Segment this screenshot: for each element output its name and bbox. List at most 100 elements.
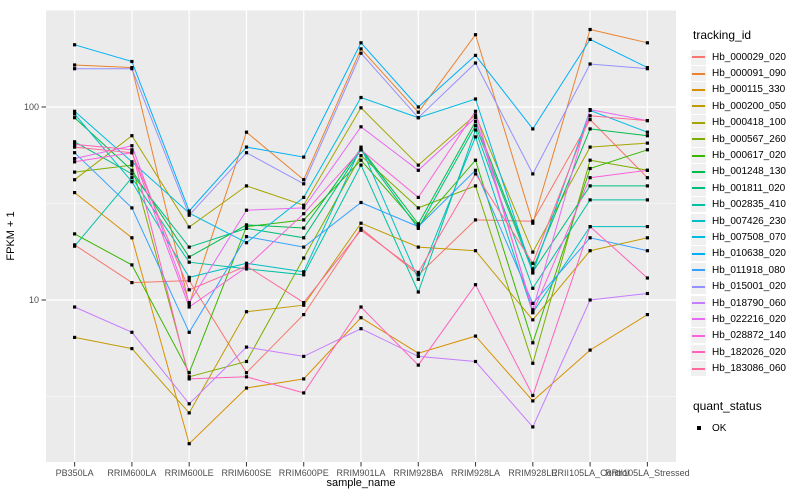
data-point: [130, 236, 134, 240]
data-point: [416, 168, 420, 172]
data-point: [73, 112, 77, 116]
data-point: [302, 206, 306, 210]
data-point: [130, 67, 134, 71]
data-point: [359, 226, 363, 230]
data-point: [244, 267, 249, 271]
data-point: [187, 402, 191, 406]
data-point: [416, 351, 420, 355]
data-point: [187, 377, 191, 381]
data-point: [473, 33, 478, 37]
data-point: [187, 245, 191, 249]
data-point: [73, 178, 77, 182]
legend-item-quant: OK: [691, 420, 799, 436]
legend-key: [691, 197, 706, 213]
data-point: [130, 330, 134, 334]
data-point: [416, 206, 420, 210]
data-point: [130, 59, 134, 64]
data-point: [531, 301, 535, 305]
data-point: [416, 245, 420, 249]
data-point: [302, 203, 306, 207]
legend-key: [691, 148, 706, 164]
legend-key: [691, 66, 706, 82]
data-point: [244, 345, 249, 349]
legend-swatch-line: [692, 302, 705, 305]
data-point: [645, 41, 649, 45]
data-point: [244, 130, 249, 134]
legend-item: Hb_001811_020: [691, 180, 799, 196]
data-point: [187, 375, 191, 379]
y-tick-label: 100: [24, 102, 39, 112]
data-point: [359, 145, 363, 149]
data-point: [244, 264, 249, 268]
data-point: [645, 168, 649, 172]
data-point: [645, 148, 649, 152]
data-point: [302, 182, 306, 186]
data-point: [588, 176, 592, 180]
data-point: [130, 168, 134, 172]
data-point: [302, 313, 306, 317]
legend-swatch-line: [692, 138, 705, 141]
legend-item-label: Hb_000115_330: [712, 84, 786, 96]
data-point: [473, 283, 478, 287]
legend-title: tracking_id: [693, 28, 752, 42]
legend-item-label: Hb_000091_090: [712, 68, 786, 80]
legend-key: [691, 98, 706, 114]
legend-key: [691, 82, 706, 98]
legend-key: [691, 328, 706, 344]
data-point: [359, 305, 363, 309]
data-point: [359, 125, 363, 129]
data-point: [645, 291, 649, 296]
data-point: [359, 221, 363, 225]
x-tick-label: RRIM928BA: [393, 468, 443, 478]
legend-item: Hb_000418_100: [691, 115, 799, 131]
data-point: [302, 377, 306, 381]
data-point: [302, 273, 306, 277]
legend-key: [691, 311, 706, 327]
data-point: [359, 95, 363, 100]
data-point: [73, 335, 77, 339]
legend-item-label: Hb_007508_070: [712, 231, 786, 243]
legend-item: Hb_001248_130: [691, 164, 799, 180]
data-point: [416, 225, 420, 229]
data-point: [416, 110, 420, 114]
data-point: [187, 213, 191, 217]
legend-item: Hb_182026_020: [691, 344, 799, 360]
legend-item-label: Hb_000200_050: [712, 100, 786, 112]
data-point: [645, 184, 649, 188]
data-point: [73, 63, 77, 67]
data-point: [473, 116, 478, 120]
data-point: [531, 267, 535, 271]
x-tick-label: RRIM600SE: [221, 468, 271, 478]
data-point: [473, 334, 478, 338]
legend-key: [691, 164, 706, 180]
data-point: [416, 290, 420, 294]
legend-item-label: Hb_028872_140: [712, 330, 786, 342]
data-point: [531, 311, 535, 315]
y-axis-title: FPKM + 1: [5, 211, 17, 261]
legend-swatch-line: [692, 187, 705, 190]
data-point: [187, 442, 191, 446]
legend-item: Hb_000200_050: [691, 98, 799, 114]
legend-swatch-line: [692, 318, 705, 321]
data-point: [359, 228, 363, 232]
data-point: [359, 148, 363, 152]
data-point: [187, 225, 191, 229]
data-point: [416, 195, 420, 199]
data-point: [645, 130, 649, 134]
data-point: [187, 301, 191, 305]
y-tick-label: 10: [29, 295, 39, 305]
legend-item-label: Hb_010638_020: [712, 248, 786, 260]
data-point: [531, 361, 535, 365]
legend-key: [691, 49, 706, 65]
data-point: [73, 43, 77, 47]
legend-item: Hb_000115_330: [691, 82, 799, 98]
legend-item-label: OK: [712, 422, 727, 434]
data-point: [531, 261, 535, 265]
legend-key: [691, 115, 706, 131]
legend-key: [691, 295, 706, 311]
legend-swatch-line: [692, 367, 705, 370]
data-point: [359, 106, 363, 110]
x-tick-label: RRIM928LA: [451, 468, 500, 478]
data-point: [645, 67, 649, 71]
data-point: [359, 327, 363, 331]
